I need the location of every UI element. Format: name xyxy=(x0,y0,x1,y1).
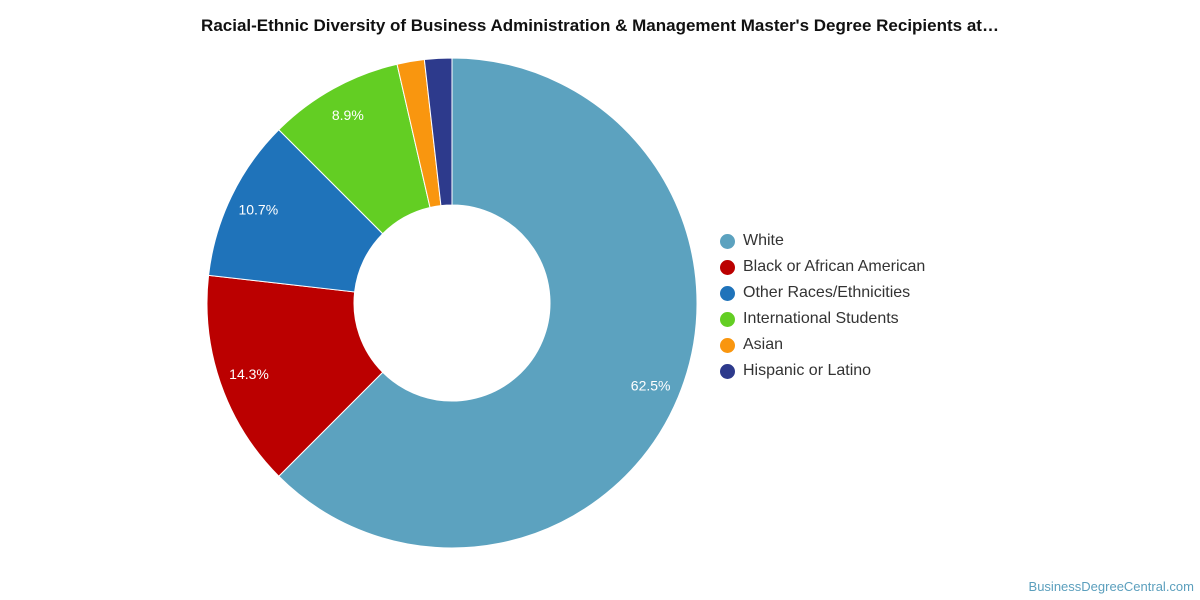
watermark: BusinessDegreeCentral.com xyxy=(1028,579,1194,594)
slice-black-or-african-american xyxy=(206,274,384,477)
legend-item: Hispanic or Latino xyxy=(720,358,925,384)
legend-item: Other Races/Ethnicities xyxy=(720,280,925,306)
chart-legend: White Black or African American Other Race… xyxy=(720,228,925,384)
legend-label: White xyxy=(743,232,784,249)
legend-item: Black or African American xyxy=(720,254,925,280)
chart-title: Racial-Ethnic Diversity of Business Admi… xyxy=(201,16,999,35)
legend-swatch-icon xyxy=(720,259,735,275)
slice-other-races-ethnicities xyxy=(208,129,384,293)
slice-white xyxy=(278,57,698,549)
legend-label: Hispanic or Latino xyxy=(743,362,872,379)
legend-swatch-icon xyxy=(720,337,735,353)
legend-swatch-icon xyxy=(720,363,735,379)
legend-swatch-icon xyxy=(720,311,735,327)
legend-swatch-icon xyxy=(720,285,735,301)
slice-value-label: 10.7% xyxy=(238,202,278,218)
legend-item: International Students xyxy=(720,306,925,332)
slice-value-label: 14.3% xyxy=(229,366,269,382)
legend-label: International Students xyxy=(743,310,899,327)
legend-label: Other Races/Ethnicities xyxy=(743,284,911,301)
slice-value-label: 62.5% xyxy=(631,377,671,393)
slice-hispanic-or-latino xyxy=(423,57,453,207)
legend-label: Asian xyxy=(743,336,784,353)
legend-swatch-icon xyxy=(720,233,735,249)
legend-label: Black or African American xyxy=(743,258,926,275)
legend-item: Asian xyxy=(720,332,925,358)
legend-item: White xyxy=(720,228,925,254)
slice-value-label: 8.9% xyxy=(332,107,364,123)
